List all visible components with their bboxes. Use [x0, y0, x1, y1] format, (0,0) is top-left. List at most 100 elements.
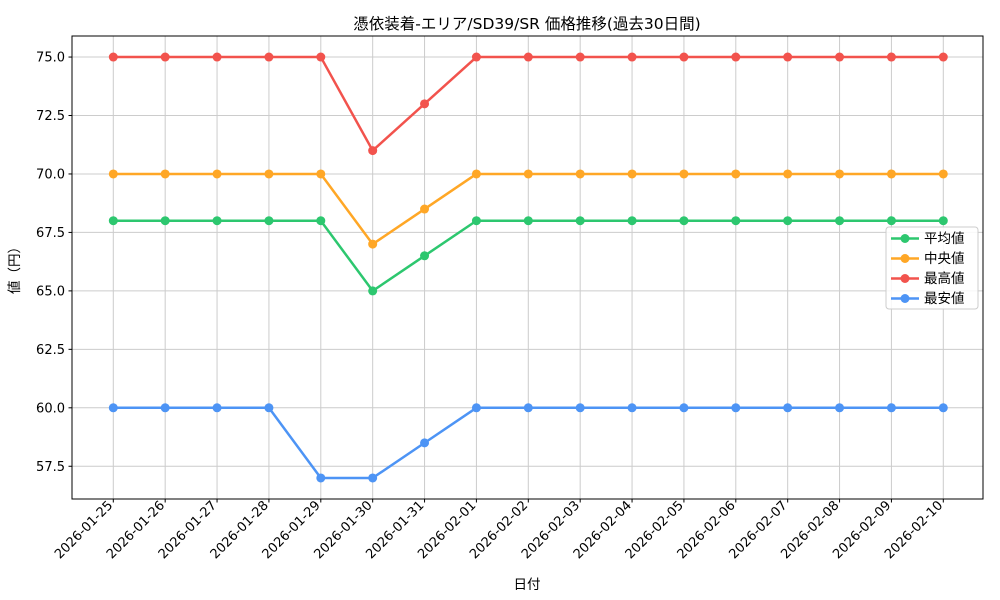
- data-point: [523, 216, 533, 226]
- data-point: [886, 403, 896, 413]
- data-point: [160, 169, 170, 179]
- data-point: [264, 216, 274, 226]
- data-point: [316, 473, 326, 483]
- data-point: [160, 403, 170, 413]
- data-point: [368, 146, 378, 156]
- data-point: [627, 169, 637, 179]
- data-point: [316, 52, 326, 62]
- data-point: [471, 216, 481, 226]
- data-point: [523, 169, 533, 179]
- data-point: [938, 216, 948, 226]
- data-point: [835, 403, 845, 413]
- data-point: [316, 169, 326, 179]
- data-point: [108, 52, 118, 62]
- data-point: [627, 403, 637, 413]
- data-point: [679, 169, 689, 179]
- data-point: [731, 52, 741, 62]
- legend-label: 中央値: [924, 251, 965, 267]
- data-point: [835, 52, 845, 62]
- data-point: [212, 52, 222, 62]
- data-point: [731, 169, 741, 179]
- data-point: [575, 169, 585, 179]
- data-point: [679, 403, 689, 413]
- y-tick-label: 62.5: [36, 343, 65, 358]
- legend-label: 最安値: [924, 291, 965, 307]
- data-point: [783, 403, 793, 413]
- data-point: [835, 216, 845, 226]
- legend-swatch-marker: [900, 234, 910, 243]
- data-point: [679, 216, 689, 226]
- data-point: [264, 403, 274, 413]
- data-point: [886, 216, 896, 226]
- data-point: [264, 169, 274, 179]
- data-point: [420, 438, 430, 448]
- x-axis-label: 日付: [514, 577, 541, 593]
- data-point: [783, 216, 793, 226]
- data-point: [783, 169, 793, 179]
- legend-item: 中央値: [891, 251, 965, 267]
- data-point: [523, 403, 533, 413]
- data-point: [212, 403, 222, 413]
- data-point: [368, 286, 378, 296]
- data-point: [108, 403, 118, 413]
- data-point: [575, 52, 585, 62]
- data-point: [627, 216, 637, 226]
- data-point: [679, 52, 689, 62]
- data-point: [368, 473, 378, 483]
- series-3: [108, 403, 948, 483]
- legend-box: [885, 226, 979, 310]
- y-tick-label: 67.5: [36, 226, 65, 241]
- series-2: [108, 52, 948, 156]
- y-axis-label: 値（円）: [7, 240, 23, 294]
- data-point: [938, 52, 948, 62]
- legend-item: 最高値: [891, 270, 965, 287]
- data-point: [420, 251, 430, 261]
- data-point: [420, 204, 430, 214]
- legend: 平均値 中央値 最高値 最安値: [885, 226, 979, 310]
- data-point: [471, 169, 481, 179]
- y-tick-label: 60.0: [36, 401, 65, 416]
- data-point: [783, 52, 793, 62]
- data-point: [938, 169, 948, 179]
- legend-swatch-marker: [900, 294, 910, 303]
- data-point: [523, 52, 533, 62]
- data-point: [316, 216, 326, 226]
- data-point: [160, 216, 170, 226]
- y-tick-label: 75.0: [36, 51, 65, 66]
- y-tick-label: 57.5: [36, 460, 65, 475]
- data-point: [886, 52, 896, 62]
- y-tick-label: 70.0: [36, 167, 65, 182]
- data-point: [108, 216, 118, 226]
- data-point: [627, 52, 637, 62]
- data-point: [575, 216, 585, 226]
- series-1: [108, 169, 948, 249]
- legend-swatch-marker: [900, 254, 910, 263]
- plot-frame: [71, 35, 984, 500]
- data-point: [420, 99, 430, 109]
- data-point: [108, 169, 118, 179]
- data-point: [835, 169, 845, 179]
- data-point: [886, 169, 896, 179]
- data-point: [731, 216, 741, 226]
- chart-title: 憑依装着-エリア/SD39/SR 価格推移(過去30日間): [353, 15, 700, 33]
- data-point: [212, 169, 222, 179]
- series-0: [108, 216, 948, 296]
- data-point: [938, 403, 948, 413]
- data-point: [731, 403, 741, 413]
- data-point: [471, 52, 481, 62]
- y-tick-label: 72.5: [36, 109, 65, 124]
- data-point: [264, 52, 274, 62]
- data-point: [368, 239, 378, 249]
- legend-label: 最高値: [924, 270, 965, 287]
- legend-swatch-marker: [900, 274, 910, 283]
- data-point: [575, 403, 585, 413]
- legend-item: 平均値: [891, 231, 965, 247]
- legend-label: 平均値: [924, 231, 965, 247]
- data-point: [212, 216, 222, 226]
- y-tick-label: 65.0: [36, 284, 65, 299]
- legend-item: 最安値: [891, 291, 965, 307]
- data-point: [471, 403, 481, 413]
